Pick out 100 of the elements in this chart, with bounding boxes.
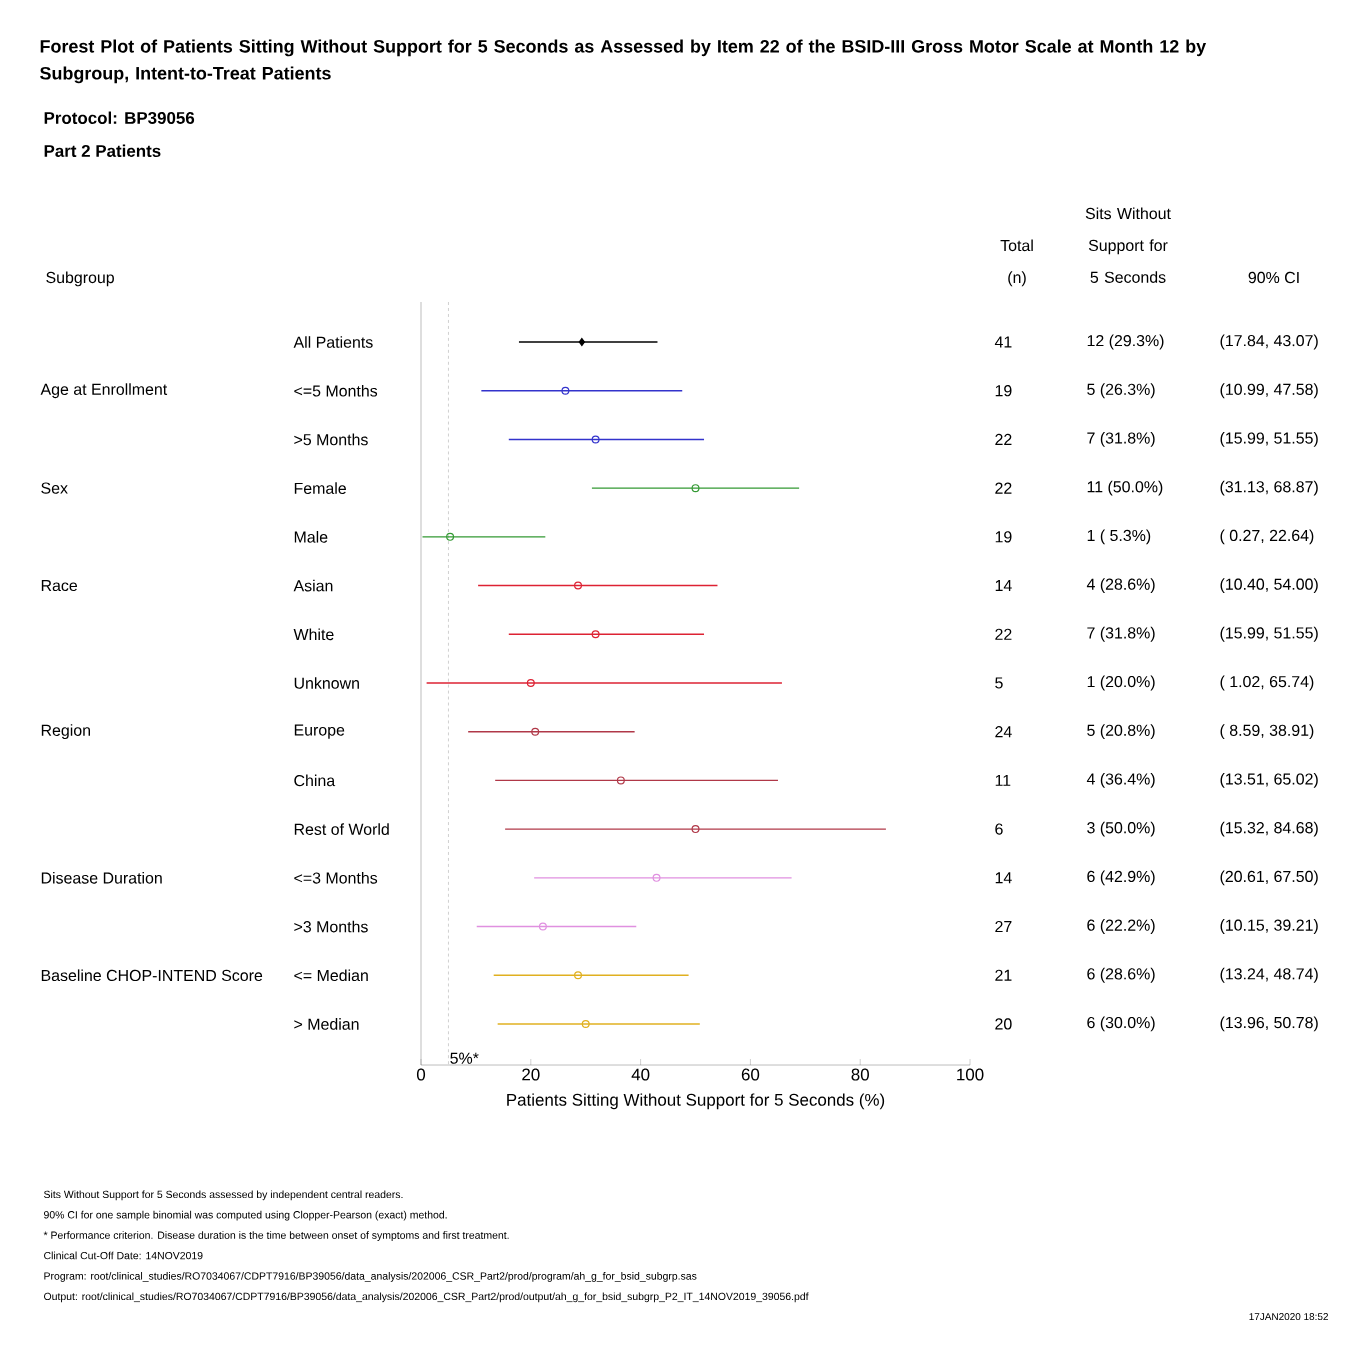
text: 5 (20.8%) (1087, 724, 1155, 740)
text: Race (41, 579, 78, 592)
text: 6 (22.2%) (1087, 919, 1155, 934)
text: Subgroup (46, 271, 114, 287)
text: * Performance criterion. Disease duration is the time between onset of symptoms and first treatment. (43, 1231, 509, 1241)
text: 14 (995, 872, 1012, 884)
text: (15.32, 84.68) (1220, 821, 1318, 837)
text: Output: root/clinical_studies/RO7034067/CDPT7916/BP39056/data_analysis/202006_CSR_Part2/prod/output/ah_g_for_bsid_subgrp_P2_IT_14NOV2019_39056.pdf (44, 1292, 809, 1303)
x-tick-label: 20 (522, 1068, 540, 1081)
point (578, 338, 586, 347)
point (574, 971, 583, 980)
y-tick-label: Asian (293, 579, 333, 592)
text: 3 (50.0%) (1087, 821, 1155, 837)
text: 90% CI (1248, 271, 1299, 284)
y-tick-label: China (294, 774, 336, 787)
chart-title: Forest Plot of Patients Sitting Without Support for 5 Seconds as Assessed by Item 22 of the BSID-III Gross Motor Scale at Month 12 by Subgroup, Intent-to-Treat Patients (40, 39, 1207, 84)
text: 7 (31.8%) (1087, 626, 1155, 642)
text: Region (41, 724, 90, 740)
text: 6 (28.6%) (1087, 967, 1155, 983)
text: (13.24, 48.74) (1220, 967, 1318, 983)
text: 22 (995, 482, 1012, 494)
point (691, 825, 700, 834)
point (574, 581, 583, 590)
text: 14 (995, 580, 1012, 592)
text: Sex (41, 482, 68, 494)
x-tick-label: 0 (416, 1068, 426, 1081)
text: 7 (31.8%) (1087, 432, 1155, 447)
y-tick-label: Europe (294, 724, 345, 739)
x-tick-label: 40 (631, 1068, 650, 1081)
y-tick-label: >3 Months (294, 920, 368, 933)
point (616, 776, 625, 785)
text: 24 (995, 726, 1012, 738)
text: Part 2 Patients (44, 144, 161, 157)
x-tick-label: 100 (957, 1068, 984, 1081)
text: (13.96, 50.78) (1220, 1016, 1318, 1032)
text: 12 (29.3%) (1087, 334, 1164, 350)
y-tick-label: Unknown (294, 677, 359, 689)
ref-line-label: 5%* (450, 1052, 479, 1064)
y-tick-label: <= Median (294, 969, 368, 982)
text: (10.15, 39.21) (1220, 919, 1318, 934)
y-tick-label: <=5 Months (294, 384, 378, 397)
text: 5 (995, 677, 1003, 689)
point (691, 484, 700, 493)
y-tick-label: White (293, 628, 334, 641)
text: 4 (28.6%) (1086, 578, 1155, 593)
point (652, 873, 661, 882)
text: 27 (995, 920, 1012, 933)
point (591, 435, 600, 444)
text: ( 8.59, 38.91) (1220, 724, 1314, 740)
point (446, 532, 455, 541)
text: (13.51, 65.02) (1220, 772, 1318, 788)
x-axis-title: Patients Sitting Without Support for 5 Seconds (%) (507, 1093, 885, 1110)
text: 1 ( 5.3%) (1087, 529, 1151, 545)
x-tick-label: 60 (741, 1068, 760, 1081)
text: 19 (995, 531, 1012, 543)
text: Protocol: BP39056 (44, 111, 195, 124)
x-tick-label: 80 (851, 1068, 869, 1081)
point (591, 630, 600, 639)
text: 21 (995, 969, 1012, 981)
point (531, 727, 540, 736)
text: 6 (42.9%) (1087, 870, 1155, 886)
text: 20 (995, 1018, 1012, 1030)
text: 6 (995, 823, 1003, 835)
y-tick-label: All Patients (293, 336, 373, 348)
text: 41 (994, 336, 1012, 348)
text: Disease Duration (41, 871, 162, 884)
text: (31.13, 68.87) (1220, 480, 1318, 496)
text: 11 (50.0%) (1087, 480, 1163, 496)
text: (10.40, 54.00) (1220, 578, 1318, 593)
point (538, 922, 547, 931)
text: 11 (995, 774, 1011, 786)
text: Sits Without Support for 5 Seconds assessed by independent central readers. (44, 1190, 403, 1201)
text: (20.61, 67.50) (1220, 870, 1318, 886)
text: Baseline CHOP-INTEND Score (41, 969, 263, 982)
text: Age at Enrollment (40, 383, 168, 399)
text: 22 (995, 433, 1012, 445)
text: 4 (36.4%) (1086, 772, 1155, 788)
text: 17JAN2020 18:52 (1249, 1313, 1328, 1321)
text: ( 0.27, 22.64) (1220, 529, 1314, 545)
text: (15.99, 51.55) (1220, 626, 1318, 642)
text: (17.84, 43.07) (1220, 334, 1318, 350)
text: Total (n) (1000, 239, 1033, 287)
text: (15.99, 51.55) (1220, 432, 1318, 447)
text: ( 1.02, 65.74) (1220, 675, 1314, 691)
point (581, 1019, 590, 1028)
text: 90% CI for one sample binomial was computed using Clopper-Pearson (exact) method. (44, 1210, 447, 1221)
y-tick-label: Female (294, 482, 346, 494)
point (526, 678, 535, 687)
text: Sits Without Support for 5 Seconds (1085, 207, 1171, 283)
text: 6 (30.0%) (1087, 1016, 1155, 1032)
text: (10.99, 47.58) (1220, 383, 1318, 399)
y-tick-label: <=3 Months (294, 871, 378, 884)
text: Clinical Cut-Off Date: 14NOV2019 (44, 1251, 203, 1260)
point (561, 386, 570, 395)
text: 1 (20.0%) (1087, 675, 1155, 691)
y-tick-label: >5 Months (294, 433, 368, 446)
text: 5 (26.3%) (1087, 383, 1155, 399)
text: 22 (995, 628, 1012, 640)
y-tick-label: > Median (294, 1018, 359, 1030)
text: Program: root/clinical_studies/RO7034067/CDPT7916/BP39056/data_analysis/202006_CSR_Part2/prod/program/ah_g_for_bsid_subgrp.sas (44, 1272, 697, 1282)
